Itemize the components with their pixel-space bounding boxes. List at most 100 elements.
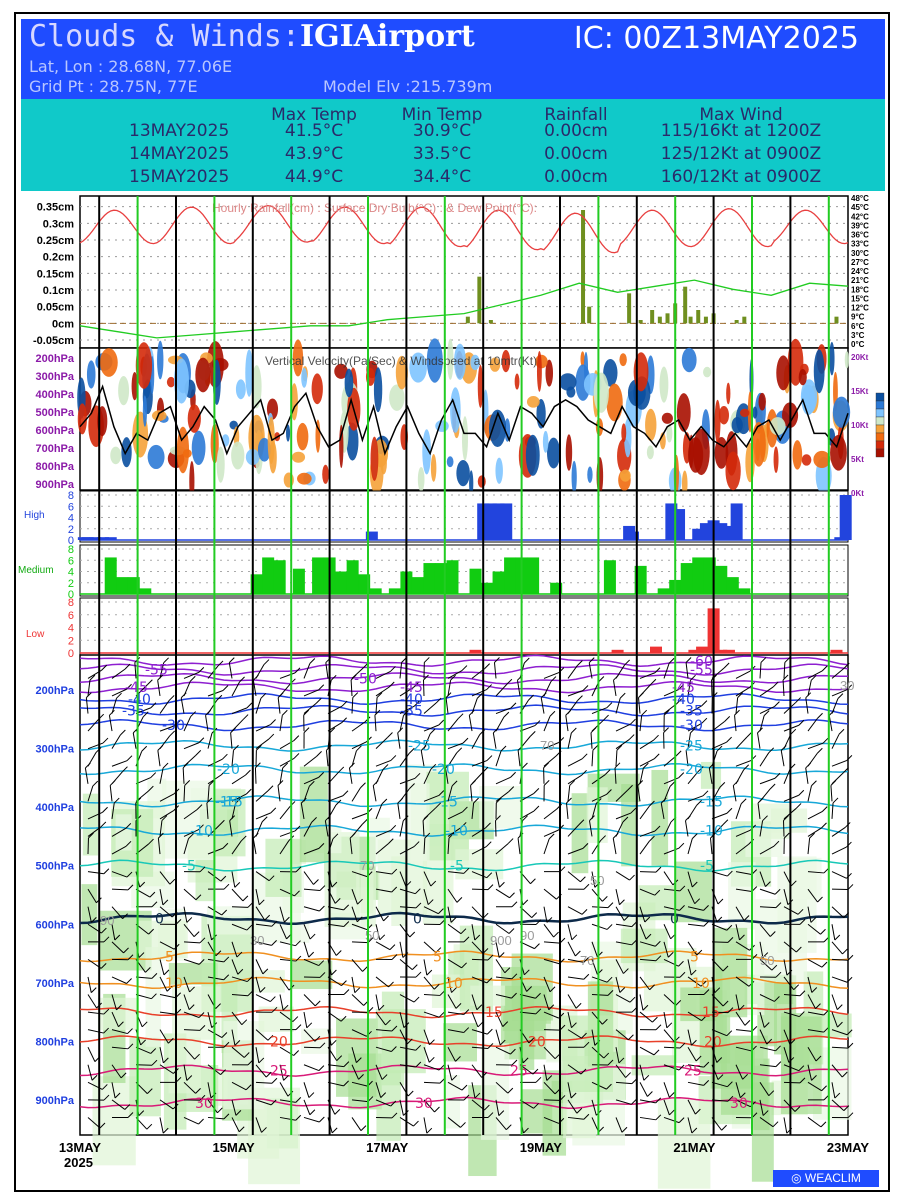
- wind-barb: [447, 871, 464, 874]
- wind-barb-flag: [679, 885, 686, 892]
- wind-barb-flag: [631, 1098, 637, 1105]
- wind-barb-flag: [186, 917, 193, 923]
- wind-barb: [399, 820, 404, 837]
- wind-barb: [399, 1011, 405, 1028]
- wind-barb: [351, 888, 358, 905]
- vv-blob: [624, 418, 632, 458]
- wind-barb-flag: [463, 1009, 470, 1015]
- wind-barb: [351, 750, 357, 767]
- wind-barb-flag: [127, 1112, 134, 1118]
- wind-barb-flag: [485, 822, 491, 829]
- y-tick-label: 8: [68, 490, 74, 502]
- wind-barb-flag: [649, 835, 655, 842]
- wind-barb: [205, 715, 209, 732]
- wind-barb: [517, 750, 521, 767]
- y2-tick-label: 24°C: [851, 267, 869, 276]
- col-header-max-temp: Max Temp: [271, 105, 357, 125]
- wind-barb: [159, 1011, 176, 1015]
- wind-barb: [735, 994, 740, 1011]
- y2-tick-label: 0Kt: [851, 489, 864, 498]
- wind-barb-flag: [582, 843, 589, 849]
- wind-barb-flag: [654, 889, 661, 896]
- wind-barb: [183, 809, 198, 820]
- wind-barb: [423, 1064, 440, 1071]
- wind-barb: [735, 1082, 741, 1098]
- rh-shade: [480, 1043, 510, 1140]
- wind-barb-flag: [780, 745, 787, 751]
- wind-barb: [759, 1046, 776, 1052]
- vv-blob: [726, 382, 731, 405]
- wind-barb-flag: [341, 717, 347, 724]
- wind-barb-flag: [435, 947, 442, 953]
- wind-barb-flag: [580, 1068, 587, 1075]
- wind-barb-flag: [356, 1057, 362, 1063]
- wind-barb-flag: [499, 881, 505, 888]
- wind-barb: [231, 803, 237, 820]
- wind-barb: [831, 1099, 845, 1111]
- wind-barb-flag: [487, 1043, 494, 1049]
- cloud-bar: [692, 528, 705, 540]
- wind-barb-flag: [772, 1121, 779, 1128]
- wind-barb: [807, 958, 823, 968]
- vv-blob: [257, 437, 271, 462]
- wind-barb-flag: [744, 1019, 751, 1026]
- wind-barb: [207, 1082, 212, 1099]
- wind-barb: [495, 994, 512, 999]
- wind-barb-flag: [341, 700, 348, 707]
- wind-barb-flag: [669, 1109, 675, 1116]
- wind-barb: [495, 1099, 500, 1116]
- wind-barb-flag: [543, 762, 549, 769]
- wind-barb-flag: [816, 747, 823, 754]
- wind-barb-flag: [245, 788, 252, 795]
- wind-barb: [687, 1099, 696, 1115]
- wind-barb: [375, 829, 391, 837]
- wind-barb: [87, 680, 91, 697]
- wind-barb: [807, 1081, 822, 1092]
- wind-barb-flag: [295, 1097, 302, 1103]
- wind-barb-flag: [319, 885, 326, 891]
- wind-barb: [543, 1029, 561, 1031]
- wind-barb: [447, 718, 459, 732]
- wind-barb: [757, 802, 761, 819]
- wind-barb: [783, 768, 791, 784]
- wind-barb-flag: [821, 1085, 827, 1092]
- vv-blob: [334, 363, 348, 379]
- cloud-bar: [715, 565, 728, 594]
- wind-barb-flag: [151, 993, 157, 1000]
- wind-barb-flag: [252, 674, 259, 681]
- wind-barb-flag: [391, 868, 398, 875]
- wind-barb-flag: [246, 924, 253, 931]
- wind-barb: [87, 1046, 96, 1062]
- wind-barb: [567, 924, 573, 940]
- wind-barb: [157, 680, 161, 697]
- wind-barb: [567, 690, 584, 697]
- wind-barb: [375, 941, 391, 951]
- wind-barb: [782, 679, 785, 697]
- wind-barb-flag: [817, 712, 823, 719]
- wind-barb-flag: [535, 992, 541, 999]
- y-tick-label: 0: [68, 535, 74, 547]
- wind-barb-flag: [126, 871, 133, 878]
- wind-barb-flag: [530, 878, 536, 885]
- vv-blob: [501, 349, 511, 373]
- wind-barb: [255, 1047, 260, 1064]
- wind-barb: [423, 959, 428, 976]
- wind-barb: [183, 1064, 188, 1081]
- wind-barb: [375, 871, 392, 875]
- wind-barb: [372, 785, 377, 802]
- wind-barb-flag: [411, 964, 418, 970]
- wind-barb-flag: [343, 1080, 349, 1087]
- vv-blob: [801, 454, 812, 466]
- vv-blob: [426, 338, 443, 383]
- row-max-temp: 44.9°C: [284, 167, 344, 187]
- wind-barb: [375, 1099, 391, 1107]
- cloud-bar: [388, 588, 401, 594]
- wind-barb: [687, 1064, 704, 1068]
- wind-barb: [303, 1064, 320, 1072]
- vv-blob: [346, 422, 359, 461]
- wind-barb-flag: [784, 657, 791, 663]
- wind-barb: [495, 1081, 509, 1094]
- wind-barb-flag: [385, 1019, 391, 1026]
- wind-barb: [207, 785, 210, 802]
